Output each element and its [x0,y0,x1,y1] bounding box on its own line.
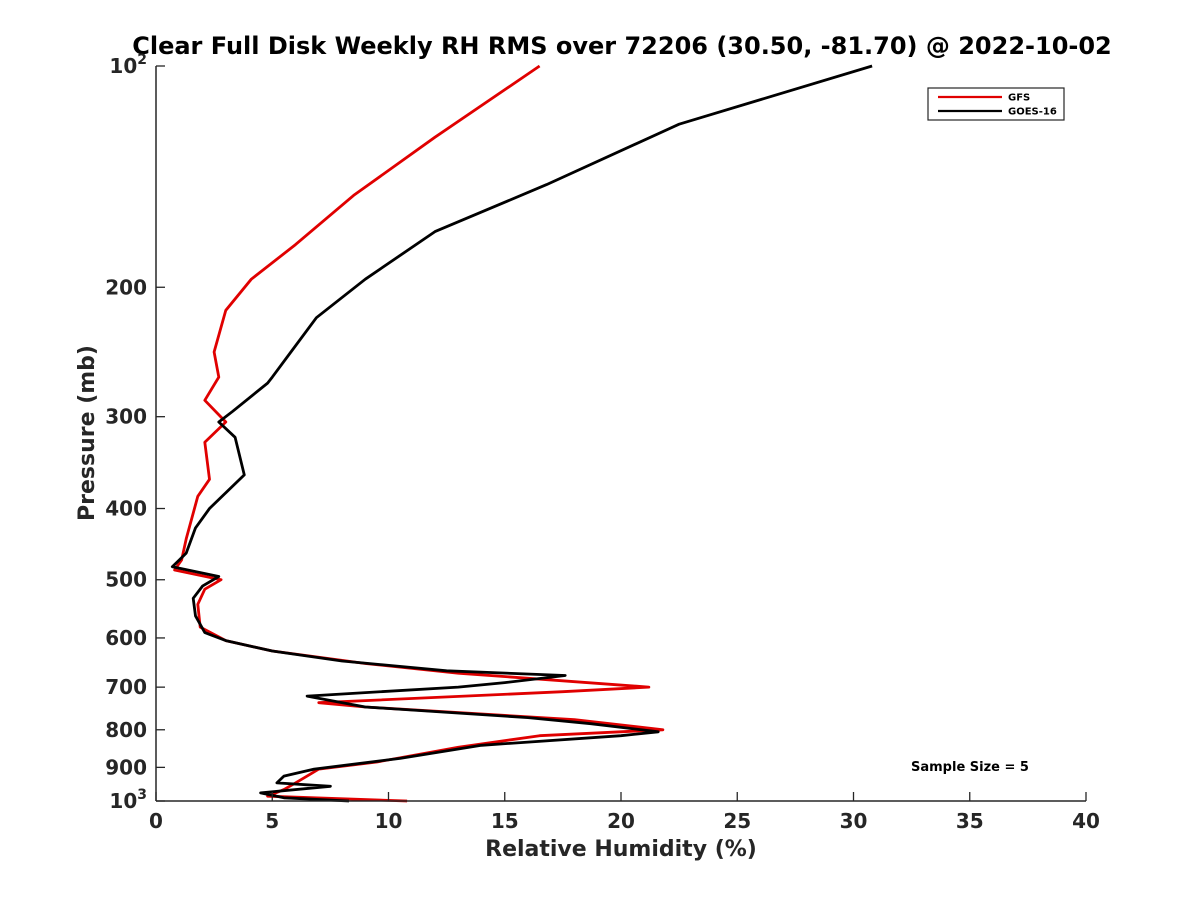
legend: GFS GOES-16 [927,87,1065,121]
x-tick-label-25: 25 [723,809,751,833]
y-tick-label-500: 500 [105,568,147,592]
y-tick-label-200: 200 [105,275,147,299]
y-tick-label-600: 600 [105,626,147,650]
y-tick-label-10-2: 102 [109,52,147,78]
chart-title: Clear Full Disk Weekly RH RMS over 72206… [132,32,1112,60]
x-tick-label-35: 35 [956,809,984,833]
y-tick-label-900: 900 [105,755,147,779]
y-axis-ticks: 102 200 300 400 500 600 700 800 900 103 [105,52,165,813]
series-line-goes-16 [170,64,873,803]
legend-label-gfs: GFS [1008,93,1030,104]
y-tick-label-400: 400 [105,497,147,521]
legend-label-goes-16: GOES-16 [1008,107,1057,118]
y-tick-label-800: 800 [105,718,147,742]
legend-box [927,87,1065,121]
x-tick-label-15: 15 [491,809,519,833]
y-tick-label-300: 300 [105,405,147,429]
x-tick-label-40: 40 [1072,809,1100,833]
y-axis-label: Pressure (mb) [75,345,100,521]
y-tick-label-10-3: 103 [109,787,147,813]
x-tick-label-10: 10 [375,809,403,833]
series-layer [170,64,873,803]
x-tick-label-5: 5 [265,809,279,833]
x-tick-label-30: 30 [840,809,868,833]
x-tick-label-0: 0 [149,809,163,833]
sample-size-annotation: Sample Size = 5 [911,760,1029,775]
y-tick-label-700: 700 [105,675,147,699]
x-tick-label-20: 20 [607,809,635,833]
x-axis-label: Relative Humidity (%) [485,837,757,862]
x-axis-ticks: 0 5 10 15 20 25 30 35 40 [149,792,1100,833]
